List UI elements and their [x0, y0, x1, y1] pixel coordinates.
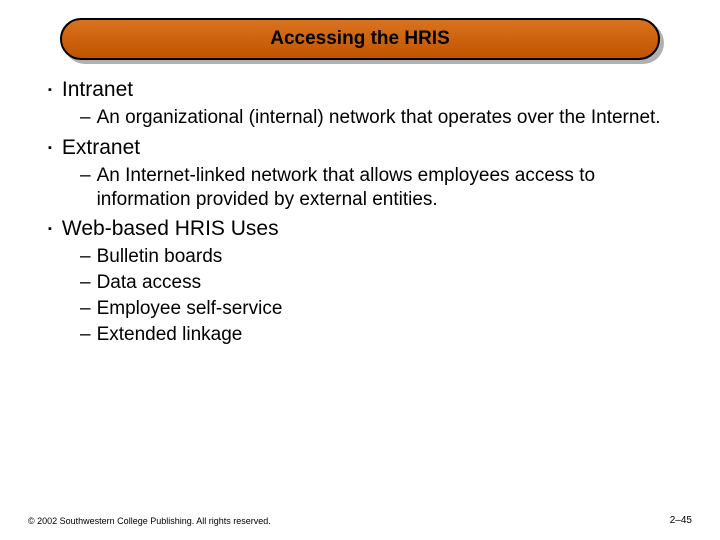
bullet-row: ▪ Intranet: [48, 78, 678, 102]
sub-row: – An organizational (internal) network t…: [80, 106, 678, 130]
square-bullet-icon: ▪: [48, 143, 52, 154]
footer-copyright: © 2002 Southwestern College Publishing. …: [28, 516, 271, 526]
bullet-row: ▪ Web-based HRIS Uses: [48, 217, 678, 241]
title-bar: Accessing the HRIS: [60, 18, 660, 60]
dash-icon: –: [80, 246, 91, 268]
dash-icon: –: [80, 272, 91, 294]
title-pill: Accessing the HRIS: [60, 18, 660, 60]
sub-text: Extended linkage: [97, 323, 243, 347]
sub-row: – Data access: [80, 271, 678, 295]
bullet-label: Web-based HRIS Uses: [62, 217, 279, 241]
sub-block: – An organizational (internal) network t…: [80, 106, 678, 130]
dash-icon: –: [80, 324, 91, 346]
bullet-item: ▪ Web-based HRIS Uses – Bulletin boards …: [48, 217, 678, 346]
dash-icon: –: [80, 107, 91, 129]
sub-row: – Employee self-service: [80, 297, 678, 321]
sub-row: – Extended linkage: [80, 323, 678, 347]
sub-text: Employee self-service: [97, 297, 283, 321]
square-bullet-icon: ▪: [48, 85, 52, 96]
square-bullet-icon: ▪: [48, 224, 52, 235]
bullet-item: ▪ Extranet – An Internet-linked network …: [48, 136, 678, 212]
content-area: ▪ Intranet – An organizational (internal…: [48, 78, 678, 352]
footer-page-number: 2–45: [670, 515, 692, 526]
sub-row: – An Internet-linked network that allows…: [80, 164, 678, 212]
dash-icon: –: [80, 298, 91, 320]
sub-block: – An Internet-linked network that allows…: [80, 164, 678, 212]
sub-text: Data access: [97, 271, 202, 295]
sub-text: Bulletin boards: [97, 245, 223, 269]
sub-block: – Bulletin boards – Data access – Employ…: [80, 245, 678, 346]
sub-text: An organizational (internal) network tha…: [97, 106, 661, 130]
sub-row: – Bulletin boards: [80, 245, 678, 269]
bullet-item: ▪ Intranet – An organizational (internal…: [48, 78, 678, 130]
bullet-row: ▪ Extranet: [48, 136, 678, 160]
dash-icon: –: [80, 165, 91, 187]
bullet-label: Intranet: [62, 78, 133, 102]
sub-text: An Internet-linked network that allows e…: [97, 164, 678, 212]
slide-title: Accessing the HRIS: [270, 28, 450, 50]
bullet-label: Extranet: [62, 136, 140, 160]
